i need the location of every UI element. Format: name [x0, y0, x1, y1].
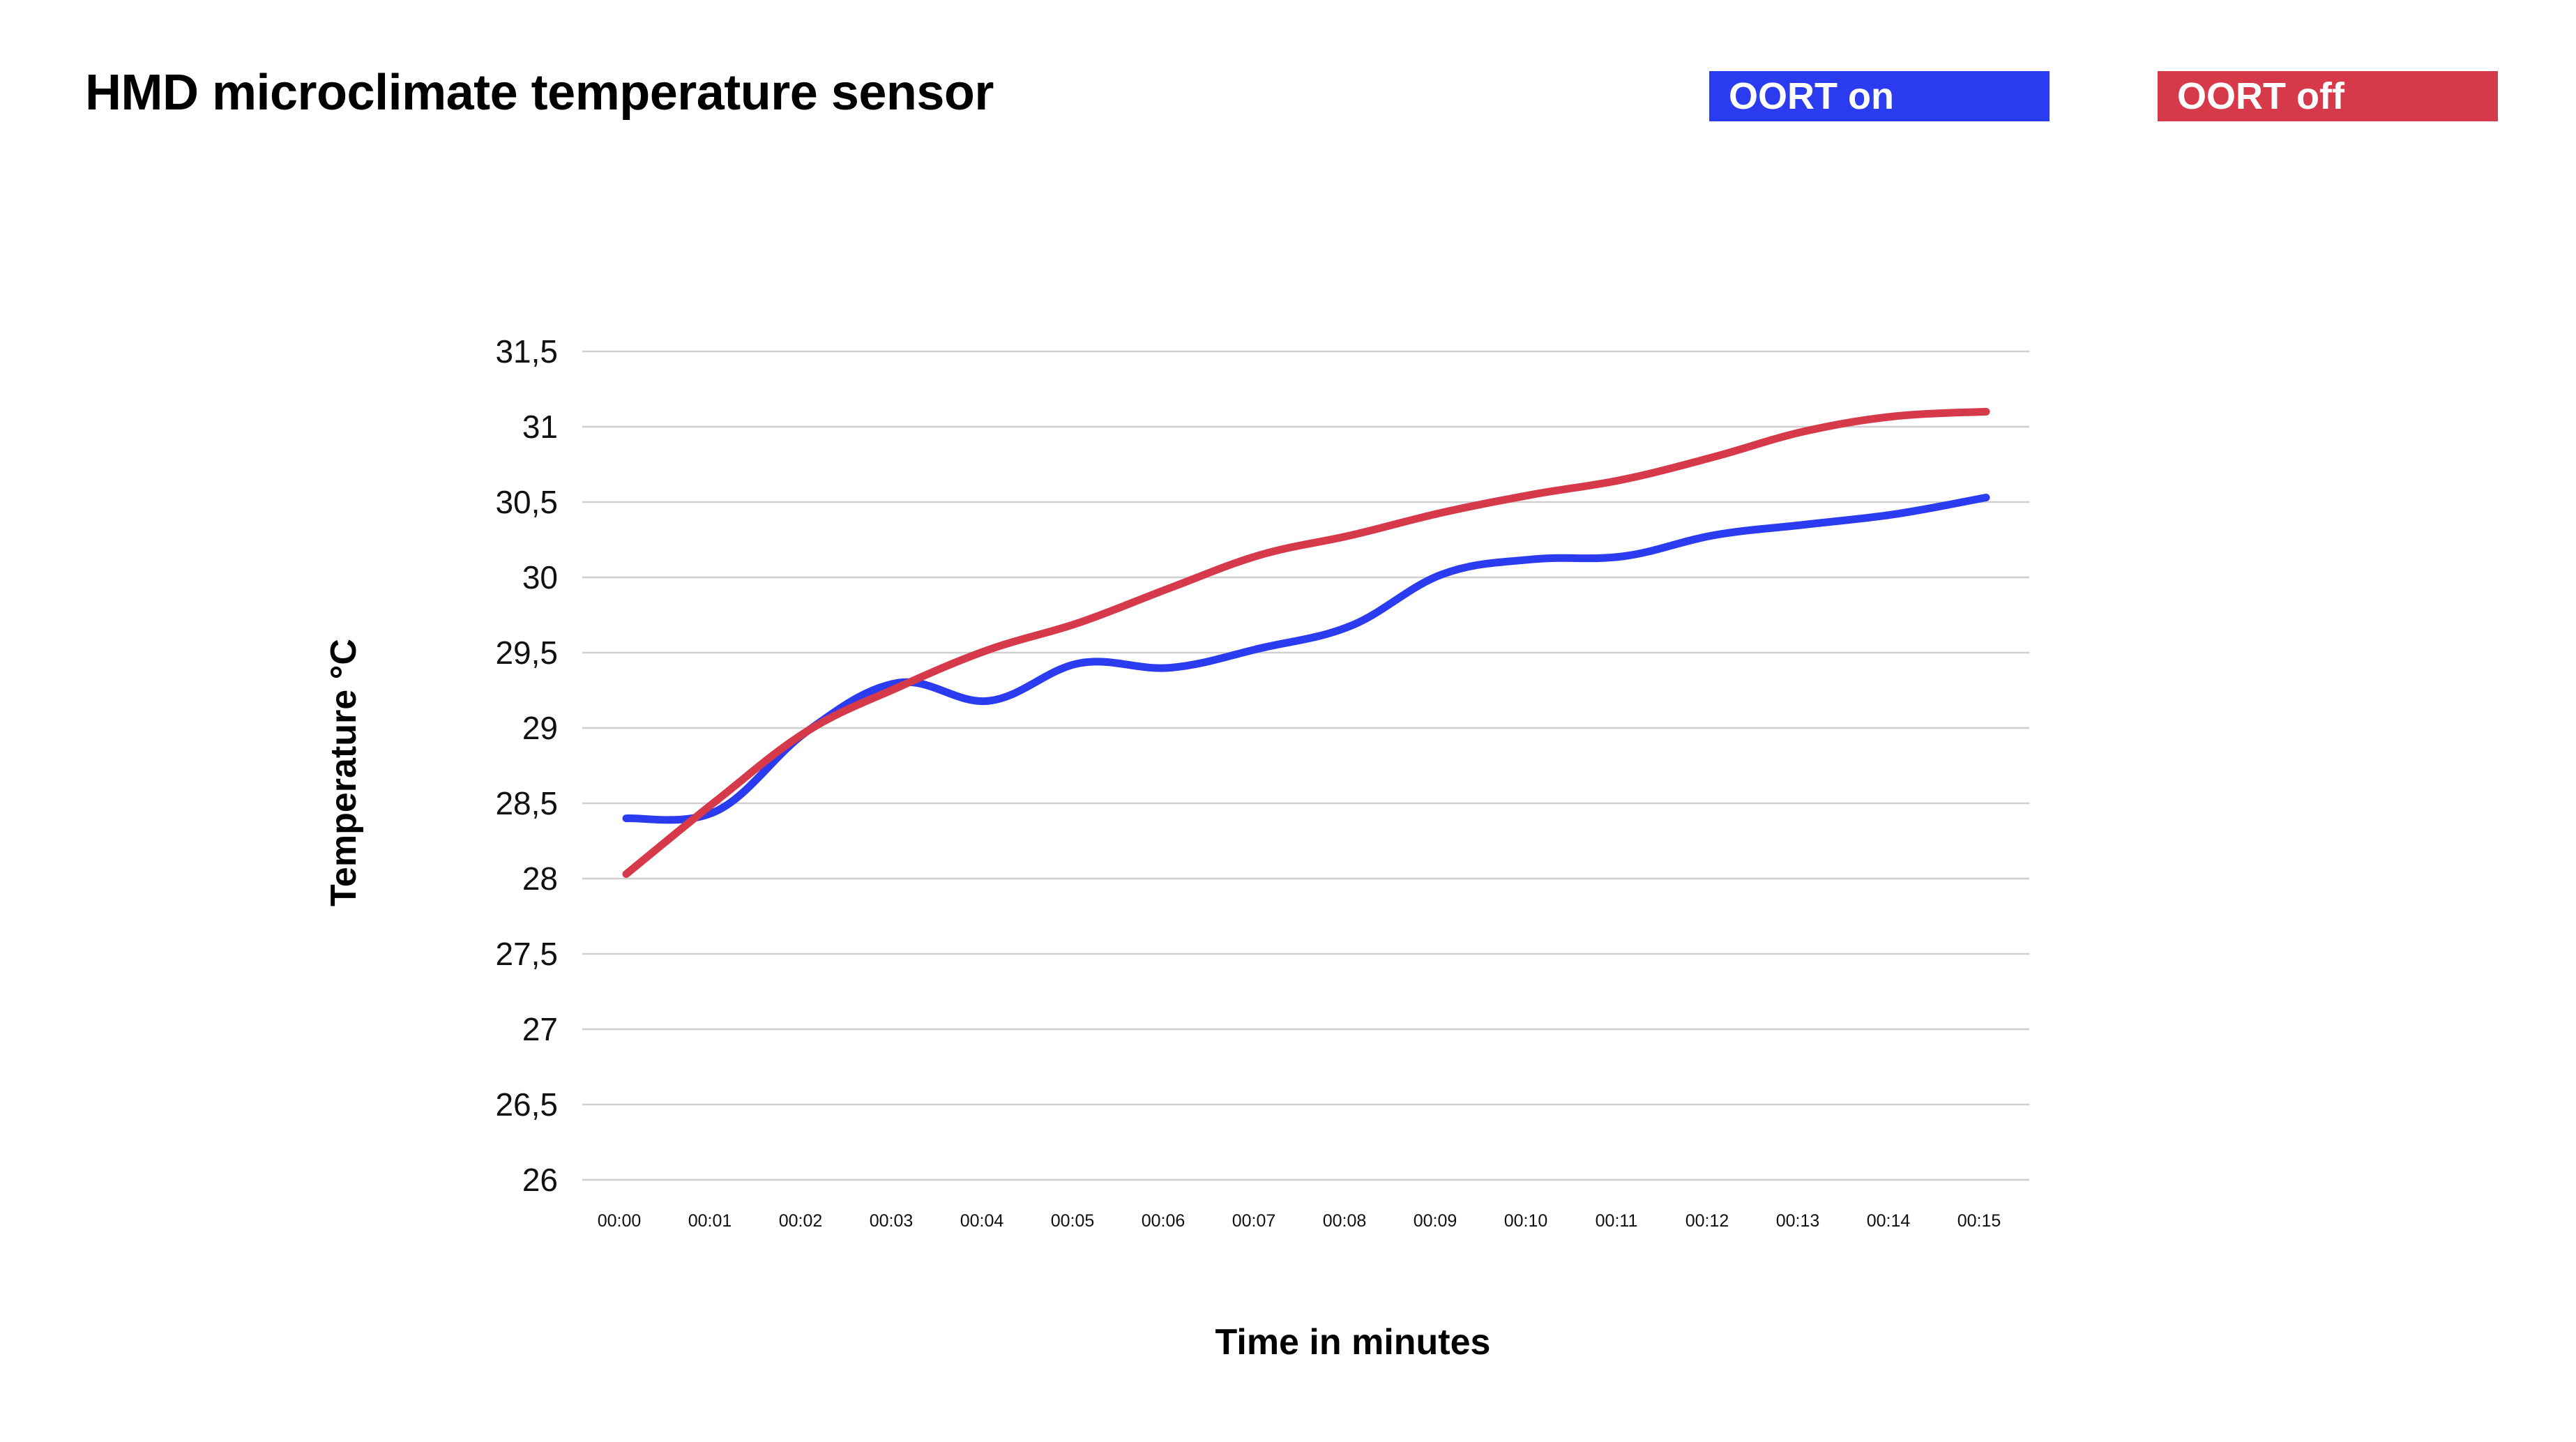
y-tick-label: 31,5 [495, 333, 558, 370]
series-line-oort-on [622, 494, 1990, 824]
y-tick-label: 30,5 [495, 484, 558, 520]
x-tick-label: 00:09 [1414, 1211, 1457, 1231]
chart-title: HMD microclimate temperature sensor [85, 65, 994, 121]
y-axis-ticks: 26 26,5 27 27,5 28 28,5 29 29,5 30 30,5 31 31,5 [495, 333, 558, 1198]
y-axis-title: Temperature °C [324, 639, 364, 906]
y-tick-label: 26,5 [495, 1086, 558, 1123]
y-tick-label: 26 [522, 1162, 558, 1198]
x-tick-label: 00:08 [1323, 1211, 1367, 1231]
legend-label-oort-on: OORT on [1729, 75, 1894, 117]
y-tick-label: 30 [522, 559, 558, 595]
x-axis-title: Time in minutes [1215, 1322, 1491, 1363]
x-tick-label: 00:10 [1504, 1211, 1548, 1231]
x-tick-label: 00:01 [688, 1211, 732, 1231]
y-tick-label: 29,5 [495, 635, 558, 671]
y-tick-label: 27 [522, 1011, 558, 1047]
legend-item-oort-on: OORT on [1709, 71, 2050, 121]
x-tick-label: 00:11 [1596, 1211, 1638, 1231]
x-tick-label: 00:07 [1232, 1211, 1276, 1231]
series-line-oort-off [622, 407, 1990, 879]
y-tick-label: 28,5 [495, 785, 558, 821]
x-tick-label: 00:12 [1685, 1211, 1729, 1231]
x-tick-label: 00:06 [1142, 1211, 1185, 1231]
x-tick-label: 00:14 [1867, 1211, 1911, 1231]
y-tick-label: 31 [522, 409, 558, 445]
legend-label-oort-off: OORT off [2177, 75, 2344, 117]
x-tick-label: 00:00 [598, 1211, 642, 1231]
x-axis-ticks: 00:00 00:01 00:02 00:03 00:04 00:05 00:06 00:07… [598, 1211, 2001, 1231]
series-lines [622, 407, 1990, 879]
x-tick-label: 00:04 [960, 1211, 1004, 1231]
x-tick-label: 00:05 [1051, 1211, 1095, 1231]
legend-item-oort-off: OORT off [2158, 71, 2498, 121]
gridlines [582, 350, 2029, 1181]
y-tick-label: 29 [522, 710, 558, 746]
y-tick-label: 28 [522, 860, 558, 897]
x-tick-label: 00:03 [870, 1211, 914, 1231]
x-tick-label: 00:15 [1957, 1211, 2001, 1231]
x-tick-label: 00:13 [1776, 1211, 1820, 1231]
x-tick-label: 00:02 [779, 1211, 823, 1231]
y-tick-label: 27,5 [495, 936, 558, 972]
